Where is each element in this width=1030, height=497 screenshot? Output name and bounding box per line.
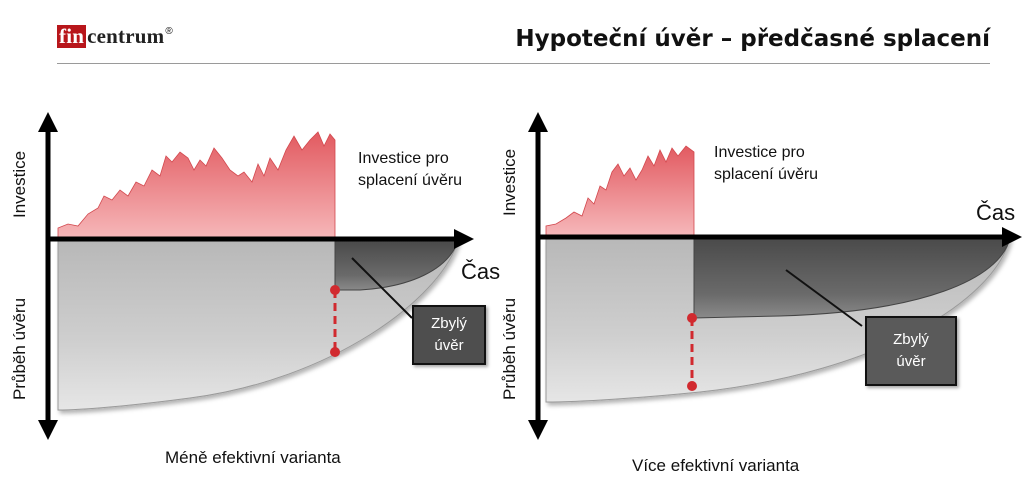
right-caption: Více efektivní varianta (632, 456, 800, 475)
right-y-arrow-up (528, 112, 548, 132)
logo-suffix: centrum (87, 24, 165, 48)
left-loan-axis-label: Průběh úvěru (10, 297, 29, 400)
right-remaining-loan-box: Zbylý úvěr (865, 316, 957, 386)
logo-prefix: fin (57, 24, 87, 48)
right-y-arrow-down (528, 420, 548, 440)
page-title: Hypoteční úvěr – předčasné splacení (515, 26, 990, 52)
right-marker-top-dot (687, 313, 697, 323)
left-box-pointer (351, 257, 413, 319)
left-investment-area (57, 131, 336, 239)
left-panel (38, 112, 474, 440)
right-investment-note: Investice pro splacení úvěru (714, 144, 819, 183)
left-time-axis-label: Čas (461, 259, 501, 284)
left-remaining-loan-label: Zbylý úvěr (431, 315, 467, 354)
right-box-pointer (785, 269, 863, 327)
left-investment-note: Investice pro splacení úvěru (358, 150, 463, 189)
right-time-axis-label: Čas (976, 200, 1016, 225)
left-y-arrow-up (38, 112, 58, 132)
left-remaining-loan-box: Zbylý úvěr (412, 305, 486, 365)
fincentrum-logo: fin centrum® (57, 24, 173, 48)
logo-registered-mark: ® (165, 26, 173, 37)
right-remaining-loan-label: Zbylý úvěr (893, 331, 929, 370)
left-marker-bottom-dot (330, 347, 340, 357)
left-marker-top-dot (330, 285, 340, 295)
left-caption: Méně efektivní varianta (165, 448, 341, 467)
right-remaining-loan-area (693, 237, 1011, 319)
left-investment-axis-label: Investice (10, 150, 29, 218)
right-loan-axis-label: Průběh úvěru (500, 297, 519, 400)
right-panel (528, 112, 1022, 440)
right-investment-axis-label: Investice (500, 148, 519, 216)
left-remaining-loan-area (334, 240, 459, 291)
right-x-arrow (1002, 227, 1022, 247)
left-x-arrow (454, 229, 474, 249)
header-divider (57, 63, 990, 64)
right-marker-bottom-dot (687, 381, 697, 391)
left-y-arrow-down (38, 420, 58, 440)
right-investment-area (545, 145, 695, 236)
